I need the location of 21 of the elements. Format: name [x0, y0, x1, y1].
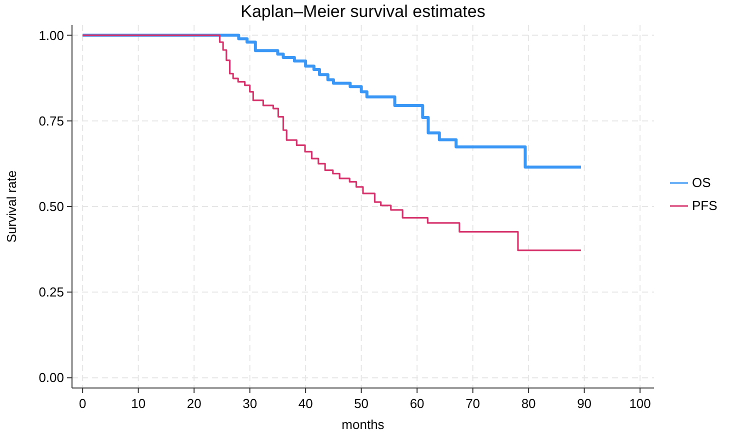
y-tick-label: 0.50 — [38, 199, 64, 214]
x-tick-label: 50 — [354, 396, 369, 411]
x-tick-label: 20 — [186, 396, 202, 411]
y-axis-title: Survival rate — [4, 170, 19, 243]
x-tick-label: 10 — [131, 396, 146, 411]
x-tick-label: 40 — [298, 396, 313, 411]
x-tick-label: 80 — [521, 396, 536, 411]
x-tick-label: 30 — [242, 396, 258, 411]
y-tick-label: 0.00 — [38, 370, 64, 386]
legend-label: PFS — [692, 198, 718, 213]
y-tick-label: 0.75 — [38, 113, 64, 128]
x-tick-label: 0 — [78, 396, 86, 411]
y-tick-label: 1.00 — [38, 28, 64, 43]
legend-label: OS — [692, 175, 712, 190]
x-tick-label: 90 — [577, 396, 592, 411]
x-tick-label: 100 — [629, 396, 651, 411]
x-axis-title: months — [342, 417, 385, 432]
x-tick-label: 60 — [410, 396, 424, 411]
chart-title: Kaplan–Meier survival estimates — [240, 2, 486, 21]
x-tick-label: 70 — [466, 396, 480, 411]
y-tick-label: 0.25 — [38, 284, 64, 300]
